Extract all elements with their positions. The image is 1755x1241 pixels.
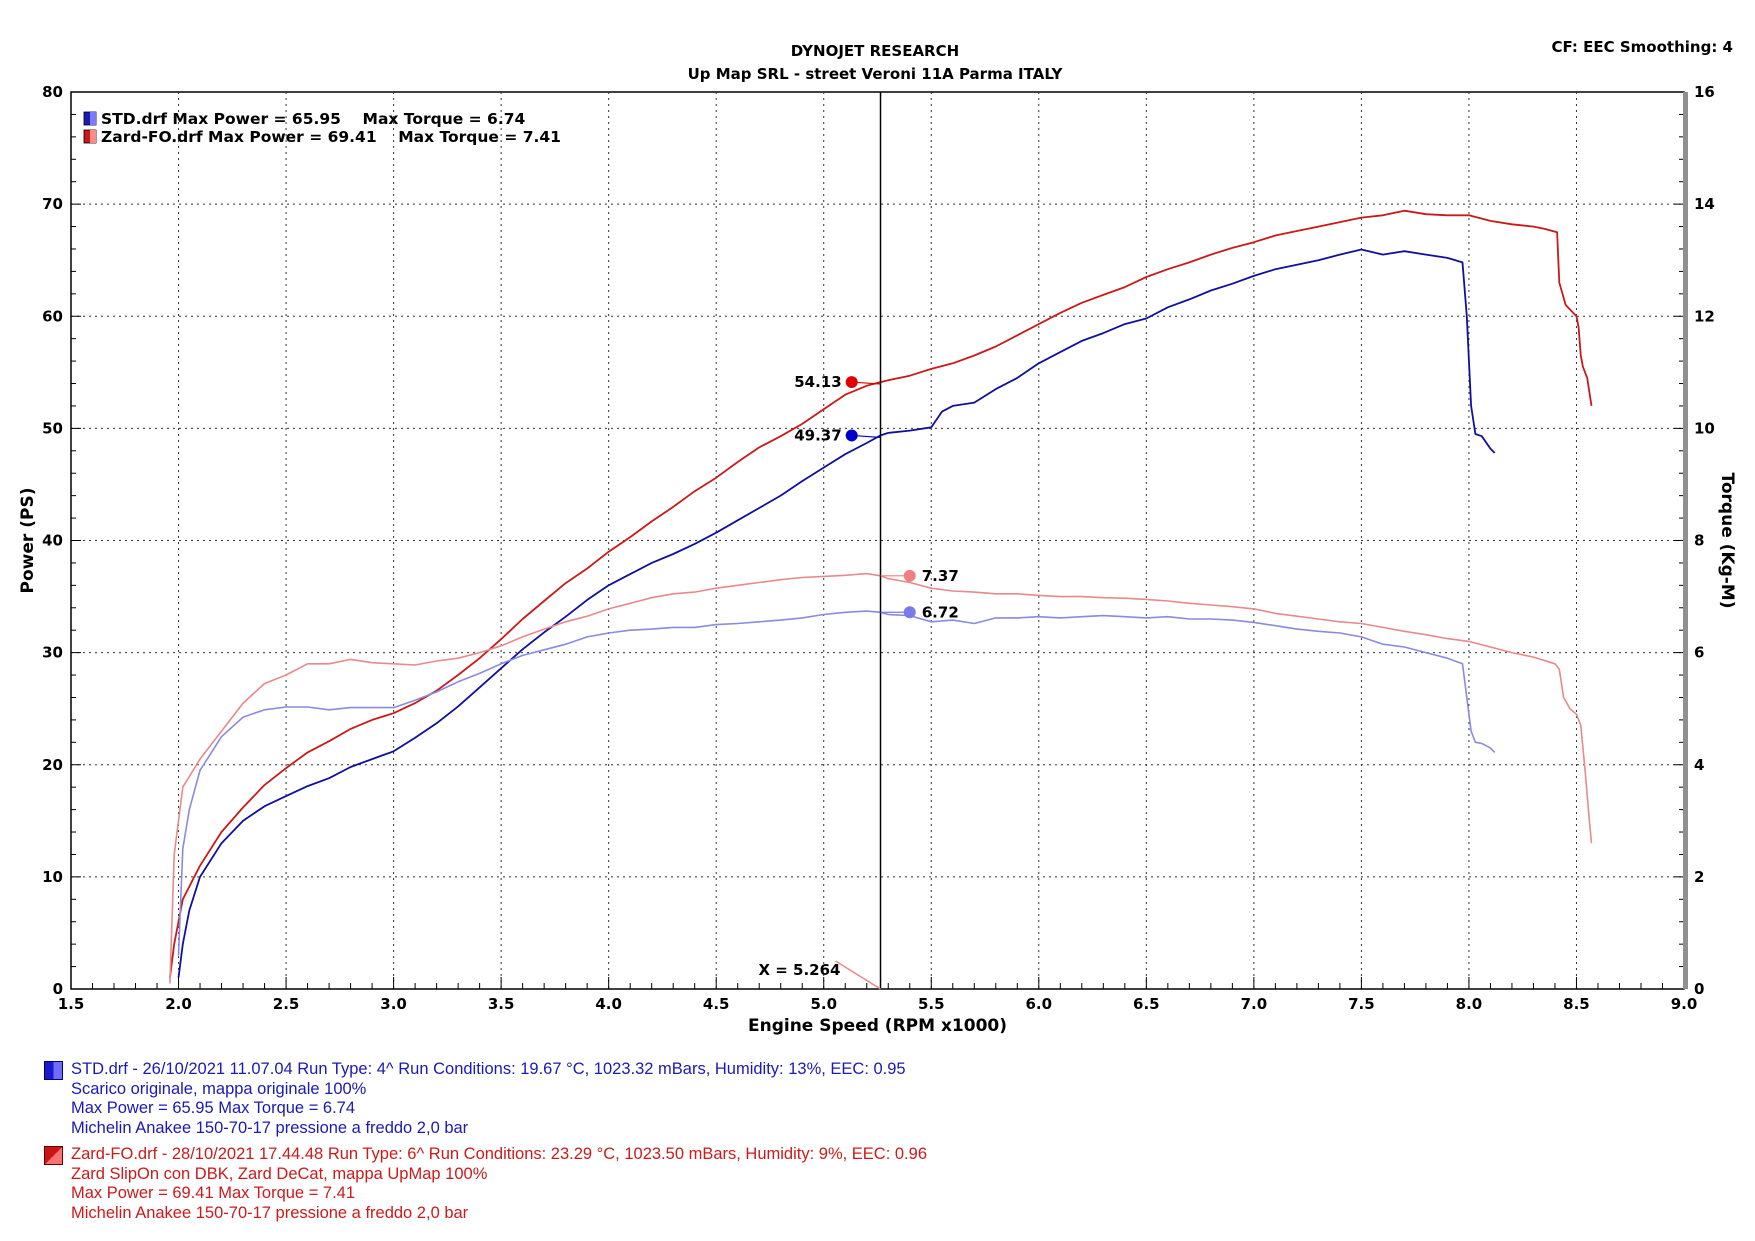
legend-item-0: STD.drf Max Power = 65.95 Max Torque = 6… — [101, 110, 525, 128]
x-tick-label: 5.5 — [918, 995, 945, 1013]
x-tick-label: 6.5 — [1133, 995, 1160, 1013]
y-left-tick-label: 50 — [42, 419, 63, 437]
x-tick-label: 7.0 — [1241, 995, 1268, 1013]
y-right-tick-label: 16 — [1694, 83, 1715, 101]
x-tick-label: 6.0 — [1026, 995, 1053, 1013]
y-left-tick-label: 80 — [42, 83, 63, 101]
cursor-label: X = 5.264 — [758, 961, 840, 979]
legend-swatch-shade-1 — [90, 130, 96, 143]
marker-dot-0 — [845, 376, 858, 389]
marker-dot-2 — [903, 569, 916, 582]
y-right-tick-label: 8 — [1694, 532, 1704, 550]
x-tick-label: 8.0 — [1456, 995, 1483, 1013]
x-tick-label: 4.0 — [595, 995, 622, 1013]
chart-settings: CF: EEC Smoothing: 4 — [1552, 38, 1734, 56]
y-left-tick-label: 60 — [42, 307, 63, 325]
std-info-line1: STD.drf - 26/10/2021 11.07.04 Run Type: … — [71, 1060, 906, 1078]
y-left-tick-label: 40 — [42, 532, 63, 550]
x-axis-label: Engine Speed (RPM x1000) — [748, 1016, 1007, 1036]
x-tick-label: 8.5 — [1563, 995, 1590, 1013]
series-line-1 — [169, 209, 1593, 978]
cursor[interactable]: X = 5.264 — [758, 92, 882, 990]
x-tick-label: 2.0 — [165, 995, 192, 1013]
zard-swatch — [44, 1146, 63, 1165]
x-tick-label: 1.5 — [58, 995, 85, 1013]
cursor-leader — [835, 960, 881, 990]
marker-dot-1 — [845, 429, 858, 442]
std-info-line3: Max Power = 65.95 Max Torque = 6.74 — [71, 1099, 356, 1117]
y-axis-right-label: Torque (Kg-M) — [1717, 473, 1737, 609]
tick-marks: 1.5 2.0 2.5 3.0 3.5 4.0 4.5 5.0 5.5 6.0 6.5 7.0 7.5 8… — [42, 83, 1715, 1013]
right-axis-bar — [1683, 92, 1688, 989]
marker-dot-3 — [903, 606, 916, 619]
dyno-chart: DYNOJET RESEARCH Up Map SRL - street Ver… — [18, 38, 1737, 1036]
legend-item-1: Zard-FO.drf Max Power = 69.41 Max Torque… — [101, 128, 561, 146]
zard-info-line4: Michelin Anakee 150-70-17 pressione a fr… — [71, 1203, 469, 1222]
x-tick-label: 3.0 — [380, 995, 407, 1013]
x-tick-label: 3.5 — [488, 995, 515, 1013]
marker-label-1: 49.37 — [794, 426, 841, 444]
legend: STD.drf Max Power = 65.95 Max Torque = 6… — [83, 110, 561, 146]
y-left-tick-label: 70 — [42, 195, 63, 213]
grid — [71, 92, 1684, 989]
series-line-2 — [177, 610, 1496, 956]
marker-label-3: 6.72 — [922, 603, 959, 621]
y-left-tick-label: 10 — [42, 868, 63, 886]
y-right-tick-label: 12 — [1694, 307, 1715, 325]
chart-title: DYNOJET RESEARCH — [791, 42, 959, 60]
chart-subtitle: Up Map SRL - street Veroni 11A Parma ITA… — [688, 65, 1064, 83]
std-info-line4: Michelin Anakee 150-70-17 pressione a fr… — [71, 1118, 469, 1137]
y-left-tick-label: 30 — [42, 644, 63, 662]
y-right-tick-label: 2 — [1694, 868, 1704, 886]
zard-info-line1: Zard-FO.drf - 28/10/2021 17.44.48 Run Ty… — [71, 1145, 927, 1163]
y-left-tick-label: 0 — [53, 980, 63, 998]
run-info-std: STD.drf - 26/10/2021 11.07.04 Run Type: … — [44, 1060, 906, 1138]
run-info-zard: Zard-FO.drf - 28/10/2021 17.44.48 Run Ty… — [44, 1145, 927, 1223]
x-tick-label: 4.5 — [703, 995, 730, 1013]
marker-label-2: 7.37 — [922, 567, 959, 585]
x-tick-label: 5.0 — [810, 995, 837, 1013]
y-right-tick-label: 10 — [1694, 419, 1715, 437]
y-axis-left-label: Power (PS) — [18, 488, 38, 594]
series-line-3 — [169, 572, 1593, 984]
zard-info-line3: Max Power = 69.41 Max Torque = 7.41 — [71, 1184, 356, 1202]
x-tick-label: 9.0 — [1671, 995, 1698, 1013]
x-tick-label: 7.5 — [1348, 995, 1375, 1013]
marker-label-0: 54.13 — [794, 373, 841, 391]
std-swatch — [44, 1061, 63, 1080]
zard-info-line2: Zard SlipOn con DBK, Zard DeCat, mappa U… — [71, 1164, 488, 1183]
std-info-line2: Scarico originale, mappa originale 100% — [71, 1079, 367, 1098]
y-left-tick-label: 20 — [42, 756, 63, 774]
y-right-tick-label: 6 — [1694, 644, 1704, 662]
legend-swatch-shade-0 — [90, 112, 96, 125]
y-right-tick-label: 0 — [1694, 980, 1704, 998]
x-tick-label: 2.5 — [273, 995, 300, 1013]
value-markers: 54.13 49.37 7.37 6.72 — [794, 373, 959, 621]
y-right-tick-label: 14 — [1694, 195, 1715, 213]
y-right-tick-label: 4 — [1694, 756, 1704, 774]
